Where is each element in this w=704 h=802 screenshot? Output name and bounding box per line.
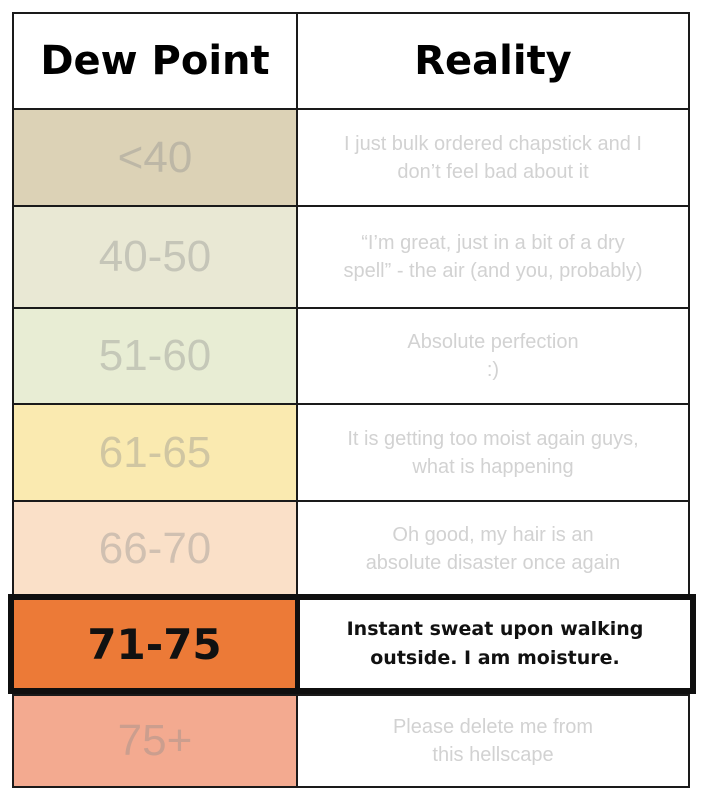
table-row: <40 I just bulk ordered chapstick and I … [14,108,688,205]
highlighted-dew-point-range: 71-75 [14,600,300,688]
header-dew-point: Dew Point [14,14,298,108]
dew-point-range: 61-65 [14,405,298,500]
reality-description: Please delete me from this hellscape [392,716,594,766]
table-row: 75+ Please delete me from this hellscape [14,694,688,786]
dew-point-range: 40-50 [14,207,298,307]
dew-point-range: 75+ [14,696,298,786]
dew-point-range: 66-70 [14,502,298,595]
dew-point-range: 51-60 [14,309,298,403]
highlighted-row: 71-75 Instant sweat upon walking outside… [8,594,696,694]
table-row: 40-50 “I’m great, just in a bit of a dry… [14,205,688,307]
table-row: 51-60 Absolute perfection :) [14,307,688,403]
table-row: 66-70 Oh good, my hair is an absolute di… [14,500,688,595]
header-reality: Reality [414,38,572,84]
reality-description: It is getting too moist again guys, what… [347,427,639,478]
dew-point-range: <40 [14,110,298,205]
reality-description: “I’m great, just in a bit of a dry spell… [343,232,643,282]
reality-description: Oh good, my hair is an absolute disaster… [365,523,621,574]
dew-point-table: Dew Point Reality <40 I just bulk ordere… [12,12,690,788]
reality-description: Absolute perfection :) [407,331,579,381]
table-header-row: Dew Point Reality [14,14,688,108]
highlighted-reality-description: Instant sweat upon walking outside. I am… [300,600,690,688]
table-row: 61-65 It is getting too moist again guys… [14,403,688,500]
reality-description: I just bulk ordered chapstick and I don’… [344,132,642,183]
